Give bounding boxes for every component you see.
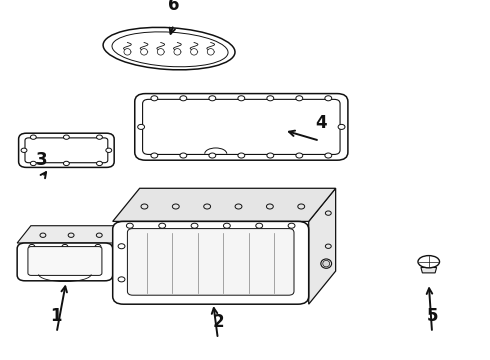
Ellipse shape	[296, 153, 303, 158]
Ellipse shape	[151, 96, 158, 101]
Ellipse shape	[174, 49, 181, 55]
Polygon shape	[113, 188, 336, 221]
Ellipse shape	[126, 223, 133, 228]
Ellipse shape	[238, 153, 245, 158]
Ellipse shape	[267, 204, 273, 209]
Ellipse shape	[157, 49, 164, 55]
Polygon shape	[32, 263, 110, 272]
Text: 4: 4	[315, 114, 327, 132]
Ellipse shape	[180, 153, 187, 158]
Text: 5: 5	[426, 307, 438, 325]
Polygon shape	[309, 188, 336, 304]
Ellipse shape	[207, 49, 214, 55]
Polygon shape	[421, 267, 437, 273]
FancyBboxPatch shape	[135, 94, 348, 160]
Ellipse shape	[209, 96, 216, 101]
Ellipse shape	[29, 244, 35, 249]
FancyBboxPatch shape	[143, 99, 340, 154]
Ellipse shape	[298, 204, 305, 209]
Ellipse shape	[64, 135, 70, 139]
Ellipse shape	[95, 244, 101, 249]
Ellipse shape	[267, 153, 274, 158]
Ellipse shape	[325, 244, 331, 248]
Ellipse shape	[124, 49, 131, 55]
Ellipse shape	[97, 161, 102, 166]
Polygon shape	[17, 226, 126, 243]
Ellipse shape	[64, 161, 70, 166]
Ellipse shape	[235, 204, 242, 209]
Ellipse shape	[103, 27, 235, 70]
Ellipse shape	[191, 223, 198, 228]
Ellipse shape	[325, 153, 332, 158]
Text: 6: 6	[168, 0, 180, 14]
FancyBboxPatch shape	[113, 221, 309, 304]
Text: 3: 3	[36, 151, 48, 169]
Ellipse shape	[141, 204, 148, 209]
FancyBboxPatch shape	[19, 133, 114, 167]
Ellipse shape	[30, 161, 36, 166]
Ellipse shape	[30, 135, 36, 139]
Ellipse shape	[112, 32, 228, 67]
Ellipse shape	[118, 277, 125, 282]
Ellipse shape	[288, 223, 295, 228]
Ellipse shape	[40, 233, 46, 237]
Text: 1: 1	[50, 307, 62, 325]
Ellipse shape	[238, 96, 245, 101]
Ellipse shape	[418, 256, 440, 268]
Ellipse shape	[159, 223, 166, 228]
Ellipse shape	[323, 260, 330, 267]
FancyBboxPatch shape	[127, 229, 294, 295]
Ellipse shape	[191, 49, 197, 55]
Ellipse shape	[141, 49, 147, 55]
Polygon shape	[137, 275, 306, 290]
Ellipse shape	[172, 204, 179, 209]
Ellipse shape	[223, 223, 230, 228]
Ellipse shape	[62, 244, 68, 249]
Ellipse shape	[209, 153, 216, 158]
FancyBboxPatch shape	[28, 247, 102, 275]
Ellipse shape	[21, 148, 27, 152]
Ellipse shape	[97, 135, 102, 139]
Ellipse shape	[267, 96, 274, 101]
Ellipse shape	[325, 211, 331, 215]
FancyBboxPatch shape	[17, 243, 113, 281]
Ellipse shape	[256, 223, 263, 228]
Ellipse shape	[204, 204, 211, 209]
Ellipse shape	[118, 244, 125, 249]
Ellipse shape	[68, 233, 74, 237]
Ellipse shape	[97, 233, 102, 237]
Ellipse shape	[106, 148, 112, 152]
Ellipse shape	[180, 96, 187, 101]
Text: 2: 2	[212, 313, 224, 331]
Ellipse shape	[151, 153, 158, 158]
Polygon shape	[113, 226, 126, 281]
Ellipse shape	[325, 96, 332, 101]
Ellipse shape	[296, 96, 303, 101]
Ellipse shape	[321, 259, 332, 268]
Ellipse shape	[338, 124, 345, 129]
Ellipse shape	[138, 124, 145, 129]
FancyBboxPatch shape	[25, 138, 108, 163]
